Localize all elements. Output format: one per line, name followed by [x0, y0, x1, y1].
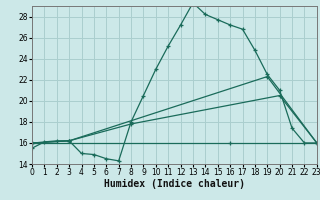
X-axis label: Humidex (Indice chaleur): Humidex (Indice chaleur): [104, 179, 245, 189]
